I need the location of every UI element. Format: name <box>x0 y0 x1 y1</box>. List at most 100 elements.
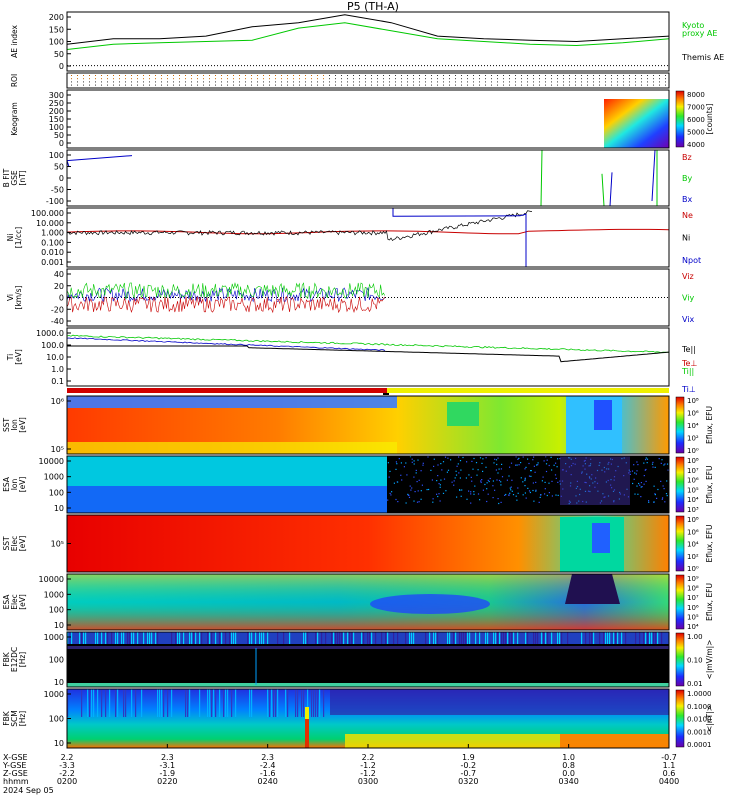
fbk-e12-stripe <box>501 632 503 644</box>
fbk-e12-stripe <box>437 632 439 644</box>
esa-ion-speck <box>532 489 534 492</box>
esa-ion-speck <box>636 461 638 463</box>
esa-ion-speck <box>458 472 460 474</box>
esa-ion-speck <box>488 480 490 483</box>
fbk-scm-stripe <box>249 689 251 717</box>
fbk-e12-stripe <box>425 632 427 644</box>
roi-dot <box>269 75 270 76</box>
ylabel-line: Elec <box>10 536 19 552</box>
esa-ion-speck <box>518 464 520 466</box>
esa-ion-speck <box>461 489 463 491</box>
esa-ion-speck <box>666 480 668 482</box>
fbk-scm-stripe <box>227 689 229 717</box>
ytick-label: 150 <box>49 25 64 34</box>
esa-ion-speck <box>496 463 498 466</box>
fbk-e12-stripe <box>95 632 97 644</box>
fbk-scm-stripe <box>163 689 165 717</box>
time-row-value: -1.6 <box>260 769 276 778</box>
roi-dot <box>515 81 516 83</box>
ytick-label: 100 <box>49 151 64 160</box>
esa-ion-speck <box>420 470 422 472</box>
roi-dot <box>269 81 270 83</box>
fbk-e12-stripe <box>363 632 365 644</box>
esa-ion-speck <box>645 480 647 482</box>
ylabel-line: Vi <box>6 294 15 301</box>
fbk-scm-stripe <box>285 689 287 717</box>
esa-ion-speck <box>400 474 402 476</box>
roi-dot <box>215 75 216 76</box>
fbk-scm-stripe <box>81 689 83 717</box>
fbk-e12-stripe <box>647 632 649 644</box>
fbk-scm-stripe <box>211 689 213 717</box>
esa-ion-speck <box>395 498 397 501</box>
roi-dot <box>131 81 132 83</box>
fbk-scm-stripe <box>295 689 297 717</box>
ytick-label: 0.100 <box>41 238 64 247</box>
esa-ion-speck <box>532 459 534 461</box>
esa-ion-speck <box>455 474 458 476</box>
esa-ion-speck <box>554 474 557 476</box>
roi-dot <box>611 78 612 80</box>
roi-dot <box>335 84 336 86</box>
roi-dot <box>617 84 618 86</box>
ytick-label: 0 <box>59 174 64 183</box>
fbk-e12-stripe <box>517 632 519 644</box>
roi-dot <box>215 78 216 80</box>
roi-dot <box>113 75 114 76</box>
fbk-e12-stripe <box>179 632 181 644</box>
roi-dot <box>317 81 318 83</box>
ylabel-line: GSE <box>10 170 19 186</box>
roi-dot <box>455 75 456 76</box>
roi-dot <box>335 75 336 76</box>
roi-dot <box>95 78 96 80</box>
roi-dot <box>635 84 636 86</box>
esa-ion-speck <box>633 464 635 466</box>
roi-dot <box>293 78 294 80</box>
panel-ylabel-7: SST Ion [eV] <box>2 417 27 433</box>
esa-ion-speck <box>453 480 455 482</box>
esa-ion-speck <box>528 462 530 465</box>
roi-dot <box>95 84 96 86</box>
roi-dot <box>203 75 204 76</box>
mode-bar-marker <box>383 393 389 395</box>
roi-dot <box>503 78 504 80</box>
colorbar-tick: 10³ <box>687 506 699 514</box>
esa-ion-speck <box>643 462 645 464</box>
esa-ion-speck <box>501 476 504 478</box>
roi-dot <box>647 84 648 86</box>
roi-dot <box>365 75 366 76</box>
roi-dot <box>533 78 534 80</box>
colorbar-tick: 1.0000 <box>687 690 712 698</box>
esa-ion-speck <box>500 468 502 470</box>
roi-dot <box>125 84 126 86</box>
ylabel-line: [eV] <box>18 536 27 552</box>
esa-ion-speck <box>540 494 542 496</box>
roi-dot <box>515 84 516 86</box>
ytick-label: 100.000 <box>31 209 64 218</box>
esa-ion-speck <box>408 496 411 498</box>
fbk-e12-stripe <box>547 632 549 644</box>
roi-dot <box>647 78 648 80</box>
time-row-label: hhmm <box>3 777 29 786</box>
esa-ion-speck <box>629 471 631 473</box>
colorbar-tick: 10⁰ <box>687 565 699 573</box>
esa-ion-speck <box>473 493 475 495</box>
roi-dot <box>563 84 564 86</box>
roi-dot <box>179 81 180 83</box>
roi-dot <box>407 78 408 80</box>
fbk-e12-stripe <box>307 632 309 644</box>
fbk-e12-stripe <box>493 632 495 644</box>
roi-dot <box>191 75 192 76</box>
roi-dot <box>599 75 600 76</box>
ytick-label: 200 <box>49 13 64 22</box>
sst-elec-patch <box>592 523 610 553</box>
roi-dot <box>581 81 582 83</box>
esa-ion-speck <box>637 493 639 495</box>
fbk-e12-stripe <box>361 632 363 644</box>
esa-ion-speck <box>518 457 520 459</box>
colorbar-tick: 10⁷ <box>687 467 699 475</box>
roi-dot <box>563 81 564 83</box>
roi-dot <box>419 81 420 83</box>
colorbar-tick: 10⁸ <box>687 457 699 465</box>
fbk-e12-stripe <box>513 632 515 644</box>
